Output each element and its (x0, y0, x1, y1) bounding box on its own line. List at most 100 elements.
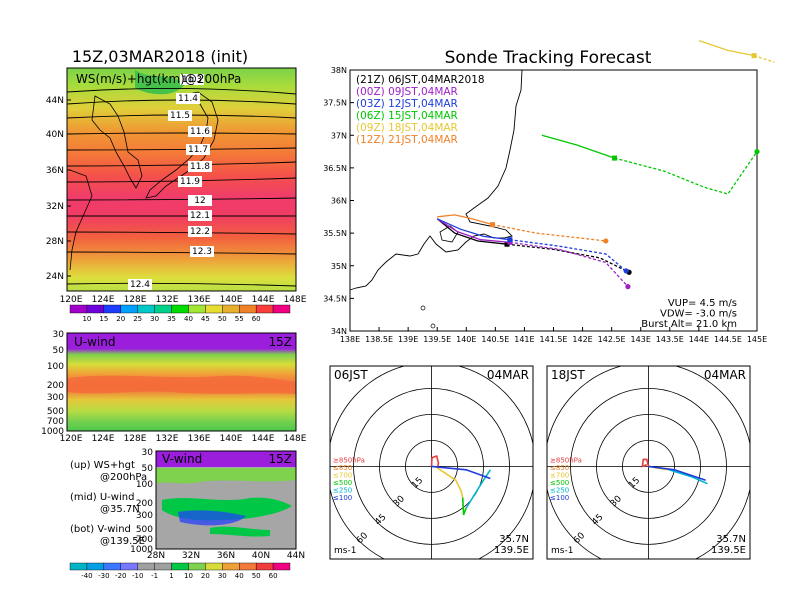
v-colorbar-label: 10 (184, 572, 193, 580)
hodograph-trace (461, 497, 467, 516)
tracking-lat-axis: 38N 37.5N 37N 36.5N 36N 35.5N 35N 34.5N 34N (323, 66, 354, 336)
ws-lon-tick-label: 120E (60, 295, 83, 305)
track-landing-marker (623, 268, 629, 274)
hodograph-pressure-legend: ≤250 (333, 487, 352, 495)
v-lat-tick-label: 36N (217, 551, 235, 561)
ws-colorbar-label: 15 (99, 315, 108, 323)
tracking-legend-entry: (00Z) 09JST,04MAR (356, 86, 458, 98)
v-colorbar-swatch (188, 562, 206, 571)
v-pressure-tick-label: 700 (136, 535, 153, 545)
tracking-lon-axis: 138E 138.5E 139E 139.5E 140E 140.5E 141E 141.5E… (340, 327, 767, 344)
tracking-lon-tick-label: 138.5E (365, 335, 393, 344)
tracking-frame (349, 69, 758, 332)
tracking-lat-tick-label: 34.5N (323, 294, 347, 303)
track-descent-line (753, 54, 775, 63)
ws-contour-label-bg (190, 246, 214, 257)
u-wind-lon-axis: 120E 124E 128E 132E 136E 140E 144E 148E (60, 434, 307, 444)
v-colorbar-label: 40 (235, 572, 244, 580)
v-wind-blue-core (178, 510, 246, 526)
track-burst-marker (504, 241, 510, 247)
u-pressure-tick-label: 700 (47, 417, 64, 427)
ws-lon-tick-label: 132E (156, 295, 179, 305)
u-pressure-tick-label: 30 (53, 330, 65, 340)
ws-colorbar-swatch (255, 304, 274, 314)
hodograph-lat: 35.7N (716, 534, 746, 545)
ws-colorbar-swatch (222, 304, 240, 314)
hodograph-date: 04MAR (487, 368, 529, 382)
track-burst-marker (507, 237, 513, 243)
v-colorbar-label: 20 (201, 572, 210, 580)
hodograph-pressure-legend: ≤700 (333, 472, 352, 480)
ws-colorbar-swatch (137, 304, 155, 314)
v-colorbar-swatch (205, 562, 223, 571)
v-wind-time: 15Z (269, 452, 293, 466)
tracking-lon-tick-label: 140E (456, 335, 476, 344)
ws-lon-tick-label: 128E (124, 295, 147, 305)
v-colorbar-swatch (120, 562, 138, 571)
ws-contour-label: 11.7 (188, 145, 208, 155)
ws-lon-axis: 120E 124E 128E 132E 136E 140E 144E 148E (60, 295, 307, 305)
ws-contour-label: 11.6 (190, 127, 210, 137)
u-pressure-tick-label: 300 (47, 393, 64, 403)
u-lon-tick-label: 136E (188, 434, 211, 444)
note-sub: @139.5E (100, 536, 145, 547)
track-ascent-line (437, 214, 493, 226)
ws-lat-tick-label: 24N (46, 272, 64, 282)
v-colorbar-label: 50 (252, 572, 261, 580)
v-colorbar-swatch (239, 562, 257, 571)
u-wind-label: U-wind (74, 335, 115, 349)
v-colorbar-swatch (255, 562, 274, 571)
u-lon-tick-label: 132E (156, 434, 179, 444)
note-sub: @200hPa (100, 472, 147, 483)
tracking-lon-tick-label: 139E (398, 335, 418, 344)
hodograph-date: 04MAR (704, 368, 746, 382)
ws-colorbar-label: 30 (150, 315, 159, 323)
ws-contour-label-bg (188, 126, 212, 137)
ws-colorbar-label: 35 (167, 315, 176, 323)
ws-colorbar-swatch (272, 304, 291, 314)
tracking-param: Burst Alt= 21.0 km (641, 319, 737, 330)
v-wind-green-top (156, 468, 296, 484)
v-colorbar-label: -30 (98, 572, 109, 580)
tracking-lon-tick-label: 142.5E (598, 335, 626, 344)
hodograph-unit: ms-1 (334, 546, 356, 556)
tracking-coastline (349, 69, 523, 291)
hodograph-pressure-legend: ≤500 (333, 479, 352, 487)
hodograph-pressure-legend: ≥850hPa (550, 457, 582, 465)
tracking-lat-tick-label: 35.5N (323, 229, 347, 238)
ws-lon-tick-label: 144E (252, 295, 275, 305)
v-pressure-tick-label: 500 (136, 525, 153, 535)
u-lon-tick-label: 140E (220, 434, 243, 444)
tracking-lon-tick-label: 142E (572, 335, 592, 344)
ws-lon-tick-label: 136E (188, 295, 211, 305)
tracking-legend-entry: (06Z) 15JST,04MAR (356, 110, 458, 122)
ws-lon-tick-label: 148E (284, 295, 307, 305)
ws-contour-label-bg (188, 210, 212, 221)
hodograph-trace (430, 454, 440, 469)
tracking-lat-tick-label: 38N (331, 66, 347, 75)
v-colorbar-label: 1 (169, 572, 173, 580)
tracking-island (430, 323, 436, 329)
ws-colorbar-swatch (171, 304, 189, 314)
note-head: (mid) U-wind (70, 492, 134, 503)
tracking-lon-tick-label: 139.5E (423, 335, 451, 344)
tracking-lat-tick-label: 37N (331, 131, 347, 140)
hodograph-time: 18JST (551, 368, 585, 382)
ws-contour-label-bg (128, 279, 152, 290)
v-wind-label: V-wind (162, 452, 202, 466)
ws-colorbar-swatch (120, 304, 138, 314)
hodograph-pressure-legend: ≤100 (333, 494, 352, 502)
note-sub: @35.7N (100, 504, 140, 515)
tracking-lat-tick-label: 35N (331, 262, 347, 271)
ws-contour-label: 11.9 (180, 177, 200, 187)
track-ascent-line (541, 134, 615, 159)
hodograph-time: 06JST (334, 368, 368, 382)
v-colorbar-label: -40 (81, 572, 92, 580)
ws-contour-label-bg (188, 226, 212, 237)
v-colorbar-label: -20 (115, 572, 126, 580)
